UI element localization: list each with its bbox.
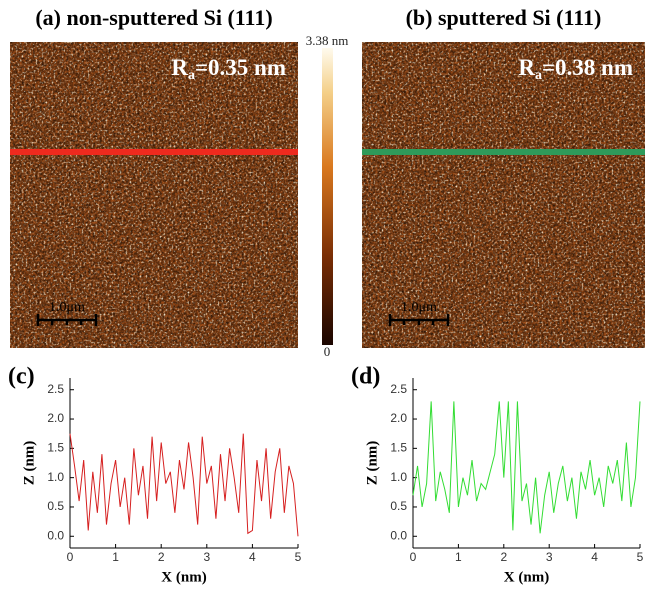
panel-title: (b) sputtered Si (111) — [406, 5, 602, 30]
colorbar-label: 3.38 nm — [306, 33, 349, 48]
x-tick-label: 0 — [410, 550, 417, 564]
y-tick-label: 0.0 — [390, 528, 407, 542]
x-tick-label: 0 — [67, 550, 74, 564]
panel-label: (c) — [8, 364, 35, 390]
colorbar-label: 0 — [324, 344, 331, 359]
y-tick-label: 2.5 — [390, 382, 407, 396]
x-tick-label: 5 — [295, 550, 302, 564]
scale-bar — [388, 314, 450, 326]
x-axis-label: X (nm) — [161, 569, 206, 585]
y-tick-label: 2.0 — [390, 411, 407, 425]
roughness-subscript: a — [188, 68, 195, 83]
x-tick-label: 2 — [158, 550, 165, 564]
x-tick-label: 1 — [112, 550, 119, 564]
x-tick-label: 4 — [591, 550, 598, 564]
y-axis-label: Z (nm) — [21, 441, 37, 486]
roughness-label: Ra=0.35 nm — [171, 55, 286, 83]
roughness-symbol: R — [518, 55, 535, 80]
y-axis-label: Z (nm) — [364, 441, 380, 486]
scale-bar-label: 1.0μm — [401, 300, 437, 315]
y-tick-label: 0.0 — [47, 528, 64, 542]
afm-highlights — [362, 42, 645, 348]
colorbar — [322, 48, 333, 345]
y-tick-label: 0.5 — [390, 499, 407, 513]
panel-label: (d) — [351, 364, 380, 390]
x-tick-label: 4 — [249, 550, 256, 564]
x-tick-label: 3 — [203, 550, 210, 564]
x-tick-label: 3 — [546, 550, 553, 564]
afm-highlights — [10, 42, 298, 348]
x-axis-label: X (nm) — [504, 569, 549, 585]
x-tick-label: 2 — [500, 550, 507, 564]
y-tick-label: 1.0 — [390, 470, 407, 484]
roughness-label: Ra=0.38 nm — [518, 55, 633, 83]
roughness-symbol: R — [171, 55, 188, 80]
roughness-subscript: a — [535, 68, 542, 83]
y-tick-label: 1.0 — [47, 470, 64, 484]
profile-curve — [69, 433, 299, 537]
panel-title: (a) non-sputtered Si (111) — [35, 5, 272, 30]
y-tick-label: 2.0 — [47, 411, 64, 425]
x-tick-label: 1 — [455, 550, 462, 564]
profile-curve — [412, 401, 641, 534]
roughness-text: =0.35 nm — [195, 55, 286, 80]
y-tick-label: 0.5 — [47, 499, 64, 513]
scale-bar — [36, 314, 98, 326]
x-tick-label: 5 — [637, 550, 644, 564]
y-tick-label: 1.5 — [47, 441, 64, 455]
y-tick-label: 1.5 — [390, 441, 407, 455]
roughness-text: =0.38 nm — [542, 55, 633, 80]
scale-bar-label: 1.0μm — [49, 300, 85, 315]
y-tick-label: 2.5 — [47, 382, 64, 396]
